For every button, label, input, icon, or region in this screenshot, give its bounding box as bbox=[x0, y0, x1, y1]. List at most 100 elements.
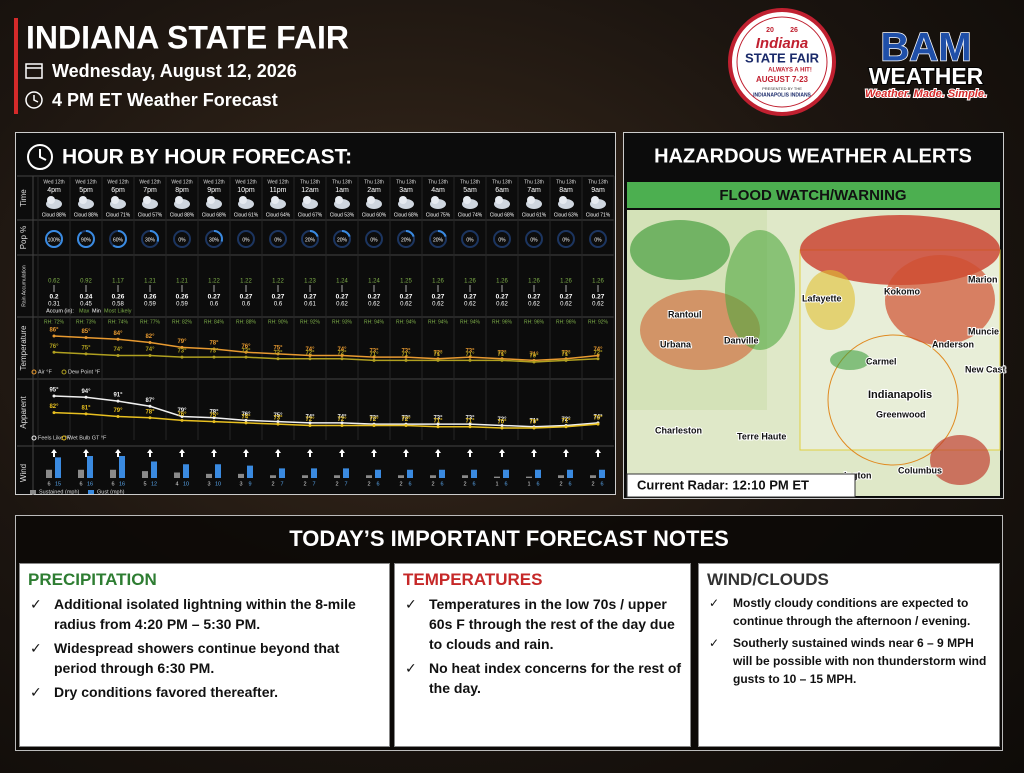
series-point bbox=[340, 354, 344, 357]
gust-label: 6 bbox=[600, 481, 603, 487]
pop-ring bbox=[365, 230, 383, 248]
cloud-label: Cloud 71% bbox=[106, 212, 131, 218]
pop-arc bbox=[109, 230, 127, 248]
legend-swatch bbox=[61, 369, 67, 375]
header-accent bbox=[14, 18, 18, 114]
rh-label: RH: 94% bbox=[460, 319, 481, 325]
logo-year: 26 bbox=[790, 27, 798, 34]
sustained-label: 6 bbox=[47, 481, 50, 487]
cloud-icon bbox=[463, 196, 471, 204]
point-label: 72° bbox=[593, 350, 603, 356]
pop-label: 30% bbox=[209, 237, 220, 243]
city-label: Urbana bbox=[660, 339, 692, 349]
sustained-label: 3 bbox=[239, 481, 242, 487]
rain-max: 1.26 bbox=[432, 279, 444, 285]
series-point bbox=[148, 354, 152, 357]
rain-min: 0.61 bbox=[304, 302, 316, 308]
city-label: Carmel bbox=[866, 356, 897, 366]
bam-name: BAM bbox=[880, 26, 971, 70]
sustained-label: 2 bbox=[303, 481, 306, 487]
point-label: 71° bbox=[561, 418, 571, 424]
point-label: 71° bbox=[433, 418, 443, 424]
time-label: 10pm bbox=[237, 187, 255, 194]
day-label: Wed 12th bbox=[75, 179, 97, 185]
series-point bbox=[116, 337, 120, 341]
point-label: 73° bbox=[433, 416, 443, 422]
cloud-label: Cloud 88% bbox=[170, 212, 195, 218]
time-label: 3am bbox=[399, 187, 413, 194]
day-label: Wed 12th bbox=[267, 179, 289, 185]
gust-label: 6 bbox=[536, 481, 539, 487]
pop-label: 30% bbox=[145, 237, 156, 243]
series-point bbox=[244, 350, 248, 354]
rain-likely: 0.27 bbox=[464, 294, 477, 301]
wind-arrow bbox=[467, 449, 473, 457]
legend-text: Max bbox=[79, 308, 90, 314]
series-point bbox=[372, 358, 376, 362]
point-label: 71° bbox=[369, 352, 379, 358]
time-label: 1am bbox=[335, 187, 349, 194]
pop-ring bbox=[589, 230, 607, 248]
gust-label: 16 bbox=[87, 481, 93, 487]
wind-arrow bbox=[403, 449, 409, 457]
pop-label: 20% bbox=[305, 237, 316, 243]
rain-likely: 0.27 bbox=[240, 294, 253, 301]
time-label: 12am bbox=[301, 187, 319, 194]
pop-ring bbox=[493, 230, 511, 248]
legend-text: Accum (in): bbox=[46, 308, 74, 314]
series-point bbox=[212, 355, 216, 359]
series-point bbox=[84, 412, 88, 416]
series-point bbox=[596, 357, 600, 361]
point-label: 71° bbox=[465, 418, 475, 424]
point-label: 78° bbox=[209, 341, 219, 347]
rain-likely: 0.27 bbox=[208, 294, 221, 301]
point-label: 76° bbox=[49, 344, 59, 350]
point-label: 94° bbox=[81, 389, 91, 395]
sustained-label: 1 bbox=[527, 481, 530, 487]
point-label: 87° bbox=[145, 398, 155, 404]
gust-label: 12 bbox=[151, 481, 157, 487]
cloud-icon bbox=[207, 196, 215, 204]
series-point bbox=[84, 336, 88, 340]
point-label: 71° bbox=[561, 352, 571, 358]
pop-label: 0% bbox=[466, 237, 474, 243]
pop-arc bbox=[301, 230, 319, 248]
gust-bar bbox=[471, 469, 477, 478]
point-label: 79° bbox=[177, 408, 187, 414]
series-point bbox=[436, 422, 440, 426]
series-point bbox=[532, 426, 536, 430]
top-graphics: INDIANA STATE FAIR Wednesday, August 12,… bbox=[14, 8, 1007, 499]
city-label: Charleston bbox=[655, 425, 702, 435]
pop-ring bbox=[173, 230, 191, 248]
wind-arrow bbox=[371, 449, 377, 457]
gust-bar bbox=[343, 468, 349, 478]
day-label: Thu 13th bbox=[492, 179, 512, 185]
point-label: 76° bbox=[177, 412, 187, 418]
series-point bbox=[500, 426, 504, 430]
point-label: 76° bbox=[241, 344, 251, 350]
point-label: 74° bbox=[337, 347, 347, 353]
note-list: Additional isolated lightning within the… bbox=[28, 594, 381, 702]
series-point bbox=[308, 421, 312, 425]
pop-arc bbox=[141, 230, 159, 248]
series-point bbox=[52, 394, 56, 398]
sustained-label: 1 bbox=[495, 481, 498, 487]
day-label: Wed 12th bbox=[171, 179, 193, 185]
time-label: 8pm bbox=[175, 187, 189, 194]
series-point bbox=[436, 425, 440, 429]
point-label: 72° bbox=[561, 350, 571, 356]
series-point bbox=[84, 352, 88, 356]
rain-min: 0.59 bbox=[176, 302, 188, 308]
series-point bbox=[564, 358, 568, 362]
point-label: 73° bbox=[593, 416, 603, 422]
gust-label: 6 bbox=[440, 481, 443, 487]
city-label: Muncie bbox=[968, 326, 999, 336]
city-labels: Rantoul Urbana Danville Lafayette Kokomo Mari… bbox=[654, 273, 1007, 481]
point-label: 72° bbox=[305, 350, 315, 356]
series-point bbox=[468, 358, 472, 362]
series-point bbox=[468, 422, 472, 426]
rain-min: 0.6 bbox=[210, 302, 219, 308]
legend-swatch bbox=[61, 435, 67, 441]
row-label: Time bbox=[19, 189, 28, 207]
